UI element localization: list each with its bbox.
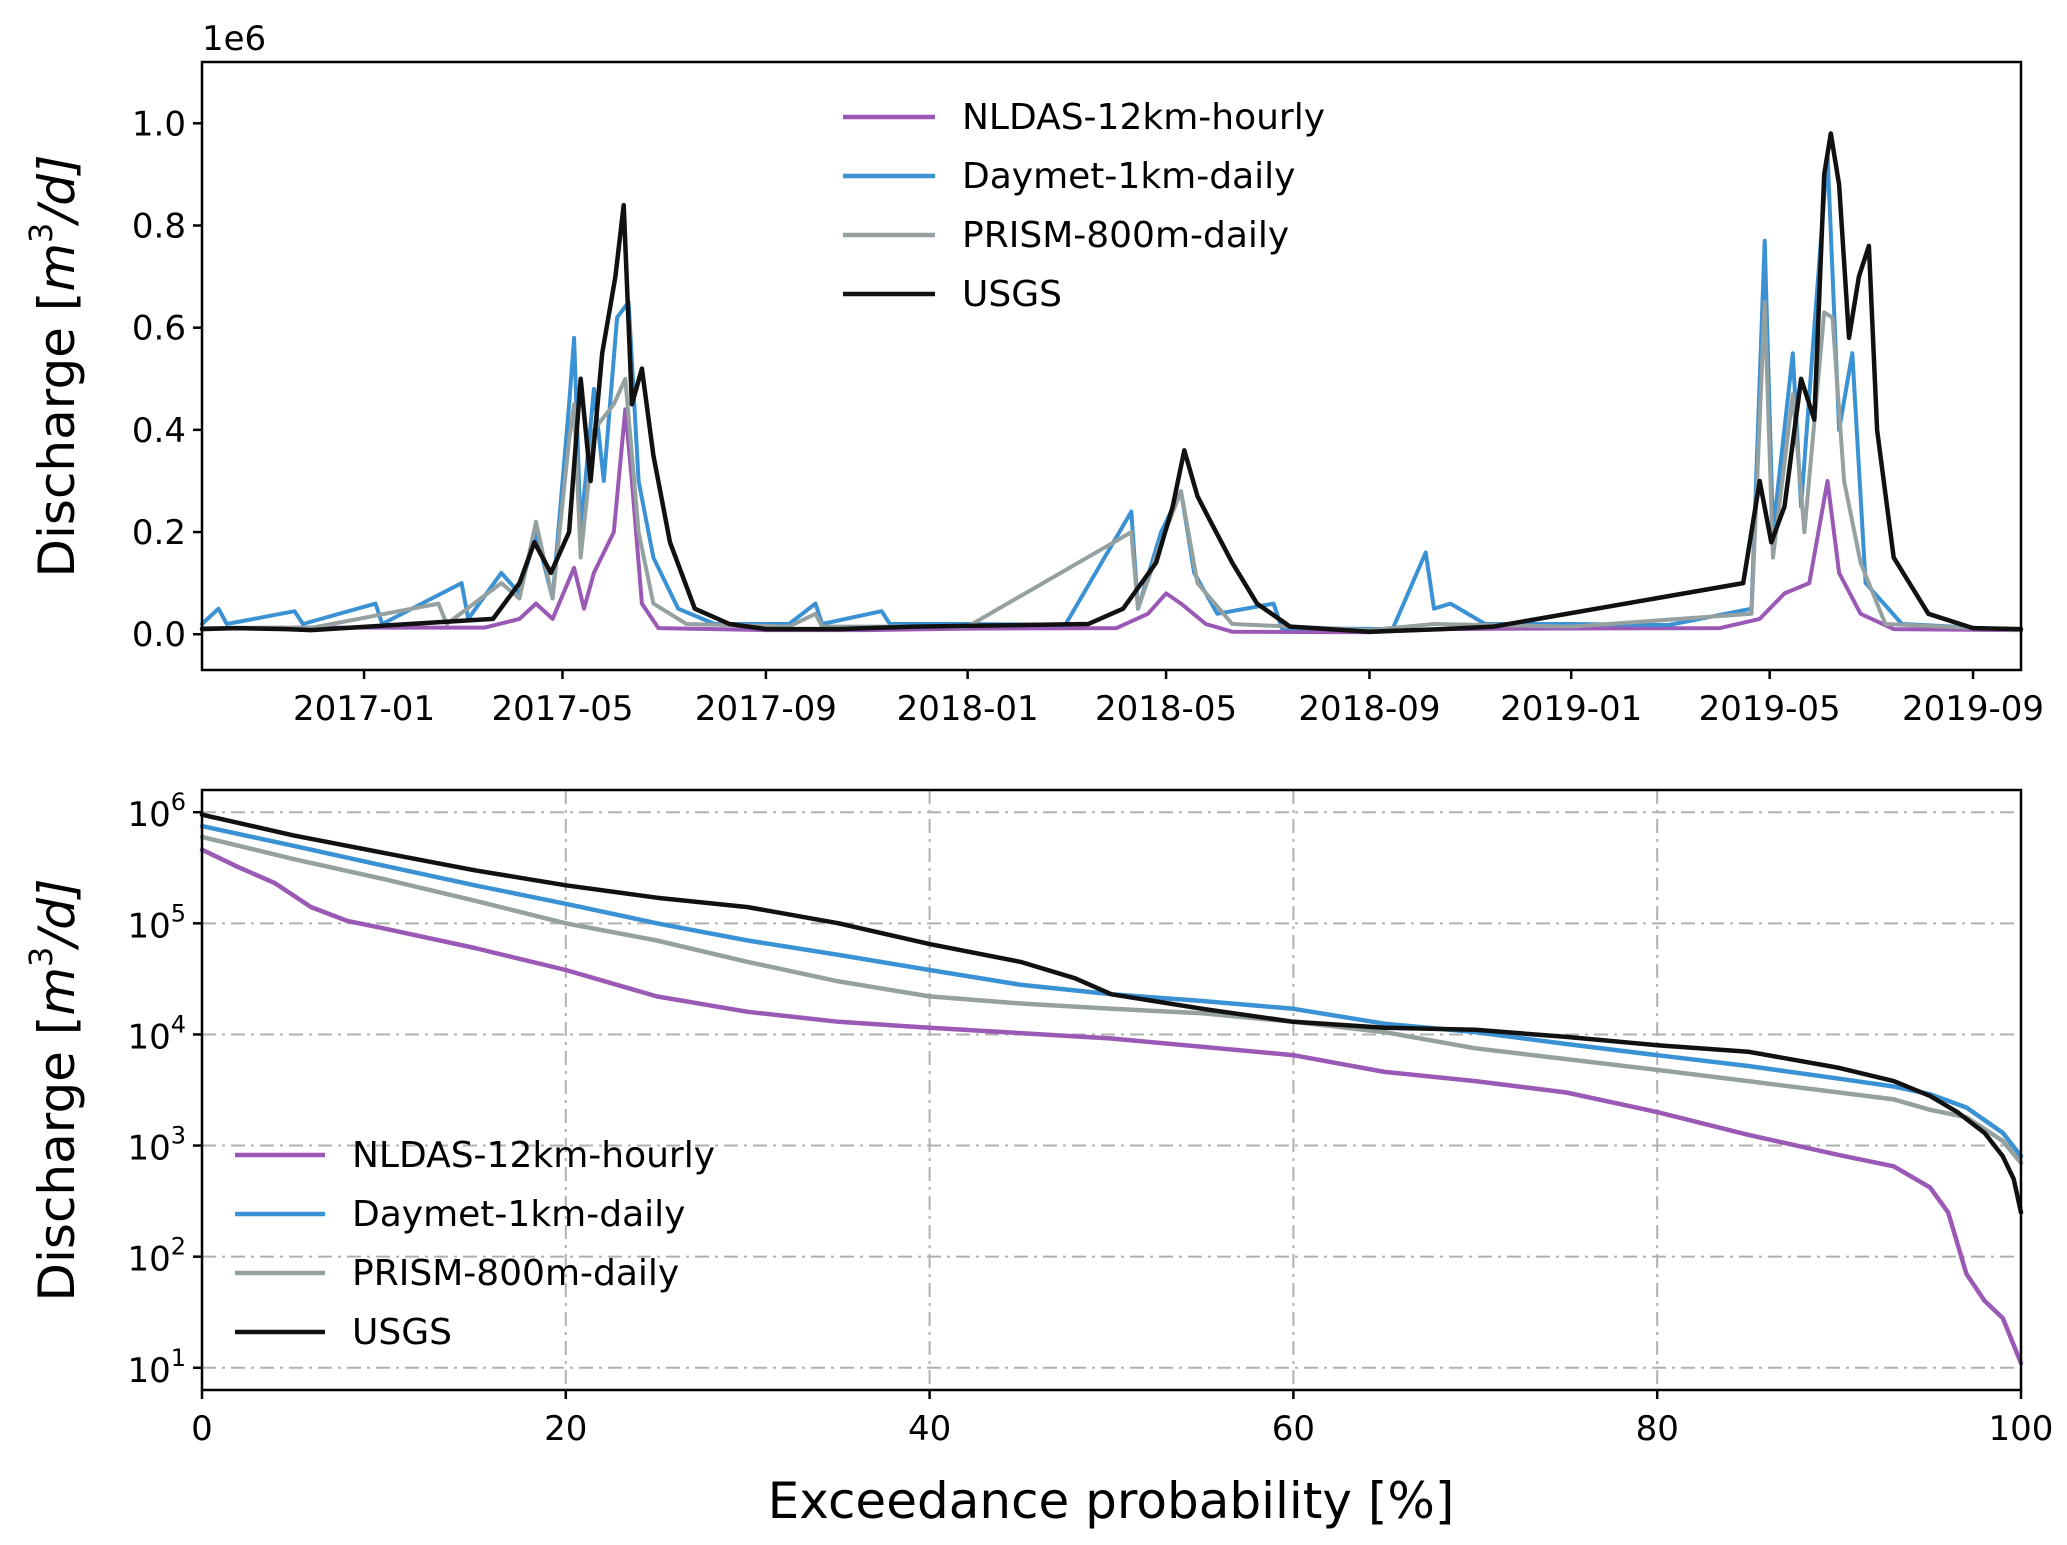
top-x-tick-label: 2019-01 — [1500, 689, 1642, 729]
bottom-x-tick-label: 0 — [191, 1409, 213, 1449]
top-x-tick-label: 2018-05 — [1095, 689, 1237, 729]
bottom-y-tick-label: 104 — [127, 1010, 186, 1057]
bottom-y-tick-label: 105 — [127, 899, 186, 946]
top-x-tick-label: 2017-01 — [293, 689, 435, 729]
top-legend-label-nldas-12km-hourly: NLDAS-12km-hourly — [962, 97, 1325, 138]
top-series-usgs — [199, 131, 2024, 634]
bottom-y-tick-label: 101 — [127, 1344, 186, 1391]
bottom-y-tick-label: 103 — [127, 1122, 186, 1169]
top-x-tick-label: 2019-09 — [1902, 689, 2044, 729]
y-offset-text: 1e6 — [202, 19, 266, 59]
bottom-series-group — [199, 812, 2024, 1366]
top-legend-label-daymet-1km-daily: Daymet-1km-daily — [962, 156, 1295, 197]
top-y-ticks: 0.0 0.2 0.4 0.6 0.8 1.0 — [132, 104, 202, 655]
top-x-tick-label: 2017-05 — [491, 689, 633, 729]
top-axes-frame — [200, 60, 2023, 672]
top-x-tick-label: 2018-01 — [897, 689, 1039, 729]
bottom-x-axis-label: Exceedance probability [%] — [768, 1472, 1455, 1530]
bottom-y-axis-label: Discharge [m3/d] — [22, 878, 86, 1301]
bottom-x-tick-label: 40 — [908, 1409, 951, 1449]
bottom-axes-frame — [200, 788, 2023, 1392]
top-y-tick-label: 0.2 — [132, 513, 186, 553]
top-legend-label-usgs: USGS — [962, 274, 1062, 315]
bottom-series-daymet-1km-daily — [199, 823, 2024, 1159]
bottom-y-ticks: 101 102 103 104 105 106 — [127, 788, 202, 1391]
top-series-group — [199, 131, 2024, 635]
top-series-prism-800m-daily — [200, 300, 2023, 633]
bottom-legend: NLDAS-12km-hourly Daymet-1km-daily PRISM-8… — [235, 1135, 715, 1353]
top-y-tick-label: 0.0 — [132, 615, 186, 655]
bottom-series-nldas-12km-hourly — [199, 847, 2024, 1366]
top-panel: 1e6 2017-01 2017-05 2017-09 2018-01 2018-05 2… — [22, 19, 2044, 729]
top-y-tick-label: 0.4 — [132, 411, 186, 451]
top-y-tick-label: 1.0 — [132, 104, 186, 144]
bottom-y-tick-label: 106 — [127, 788, 186, 835]
bottom-x-ticks: 0 20 40 60 80 100 — [191, 1390, 2053, 1449]
bottom-x-tick-label: 100 — [1989, 1409, 2054, 1449]
top-y-tick-label: 0.6 — [132, 309, 186, 349]
bottom-grid — [202, 790, 2021, 1390]
top-x-tick-label: 2018-09 — [1298, 689, 1440, 729]
top-y-tick-label: 0.8 — [132, 206, 186, 246]
top-y-axis-label: Discharge [m3/d] — [22, 154, 86, 577]
bottom-x-tick-label: 20 — [544, 1409, 587, 1449]
bottom-legend-label-nldas-12km-hourly: NLDAS-12km-hourly — [352, 1135, 715, 1176]
top-legend: NLDAS-12km-hourly Daymet-1km-daily PRISM-8… — [843, 97, 1325, 315]
bottom-legend-label-usgs: USGS — [352, 1312, 452, 1353]
top-x-ticks: 2017-01 2017-05 2017-09 2018-01 2018-05 2018-… — [293, 670, 2044, 729]
top-series-nldas-12km-hourly — [200, 407, 2023, 635]
bottom-y-tick-label: 102 — [127, 1233, 186, 1280]
top-x-tick-label: 2017-09 — [695, 689, 837, 729]
bottom-x-tick-label: 80 — [1636, 1409, 1679, 1449]
bottom-series-usgs — [199, 812, 2024, 1215]
bottom-panel: 0 20 40 60 80 100 101 102 103 104 105 106 Discharg… — [22, 788, 2053, 1530]
top-legend-label-prism-800m-daily: PRISM-800m-daily — [962, 215, 1289, 256]
top-x-tick-label: 2019-05 — [1699, 689, 1841, 729]
bottom-legend-label-prism-800m-daily: PRISM-800m-daily — [352, 1253, 679, 1294]
bottom-legend-label-daymet-1km-daily: Daymet-1km-daily — [352, 1194, 685, 1235]
bottom-x-tick-label: 60 — [1272, 1409, 1315, 1449]
